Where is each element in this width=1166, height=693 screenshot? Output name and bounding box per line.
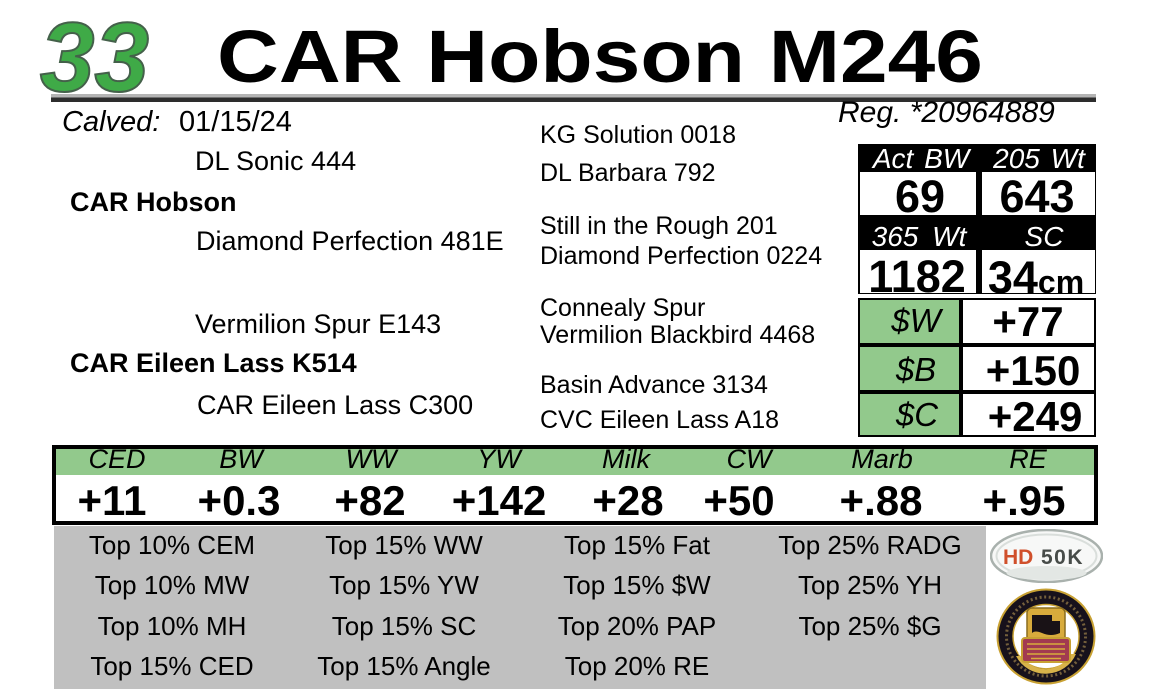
svg-text:50K: 50K [1041, 546, 1084, 569]
svg-text:HD: HD [1003, 546, 1033, 569]
